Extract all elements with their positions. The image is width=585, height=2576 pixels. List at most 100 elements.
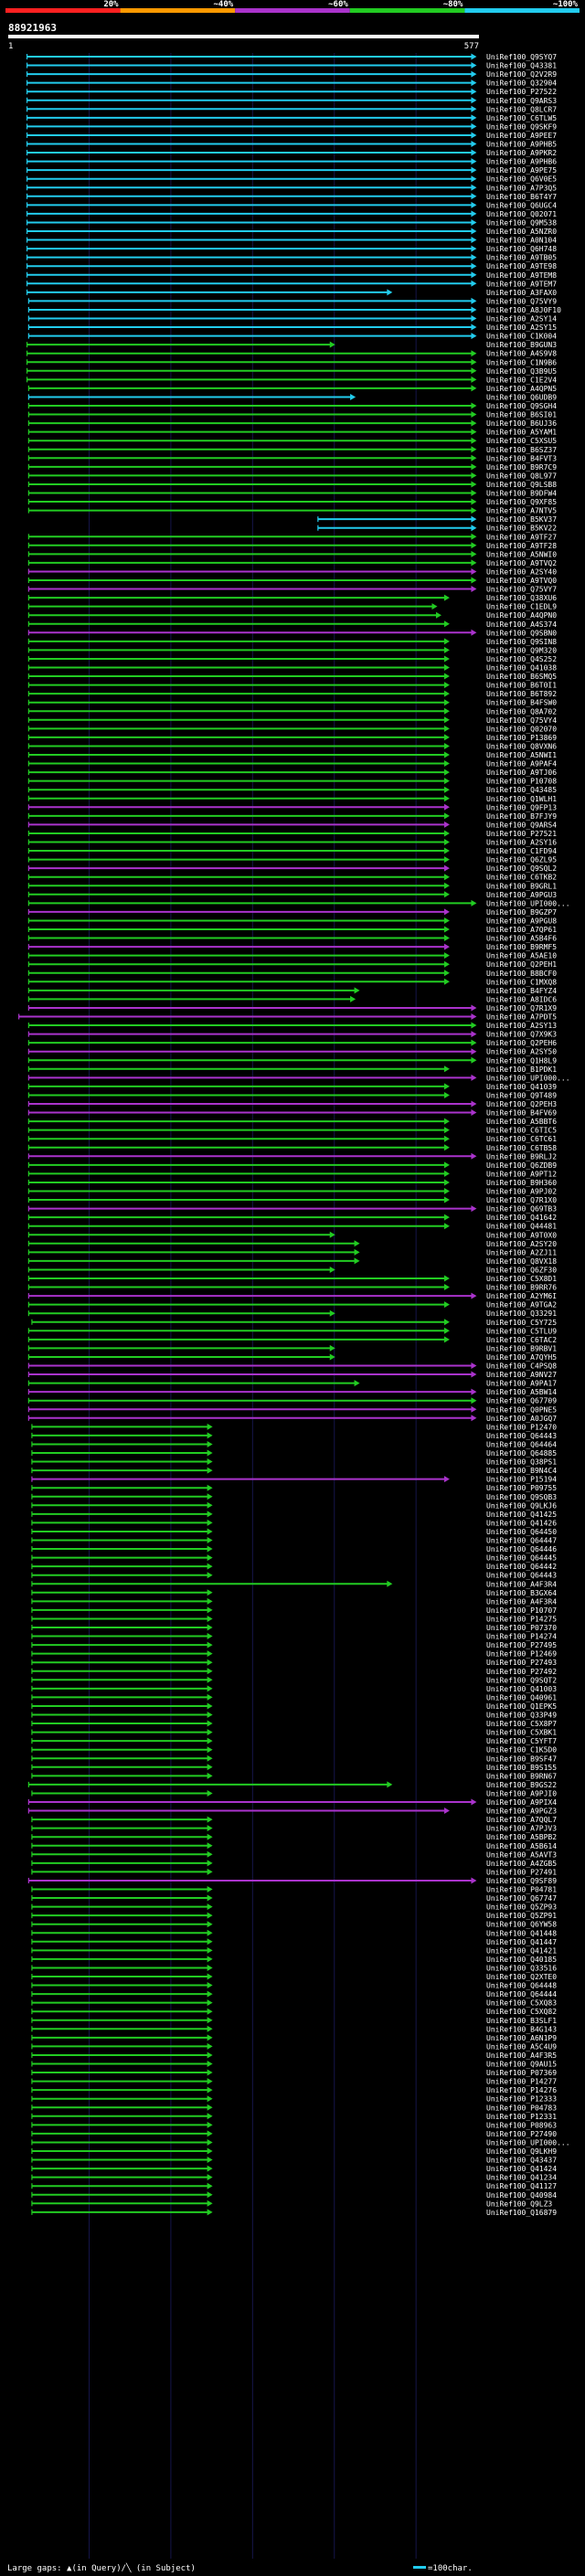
hit-label[interactable]: UniRef100_Q43485 [486,786,557,794]
hit-label[interactable]: UniRef100_C1K004 [486,333,557,341]
hit-label[interactable]: UniRef100_B6T0I1 [486,682,557,690]
hit-label[interactable]: UniRef100_A7PJV3 [486,1825,557,1833]
hit-label[interactable]: UniRef100_B6SI01 [486,411,557,419]
hit-label[interactable]: UniRef100_A5BW14 [486,1388,557,1396]
hit-label[interactable]: UniRef100_B4FVT3 [486,454,557,462]
hit-label[interactable]: UniRef100_Q02071 [486,210,557,218]
hit-label[interactable]: UniRef100_P27490 [486,2130,557,2138]
hit-label[interactable]: UniRef100_P10708 [486,778,557,786]
hit-label[interactable]: UniRef100_P15194 [486,1476,557,1484]
hit-label[interactable]: UniRef100_Q64447 [486,1537,557,1545]
hit-label[interactable]: UniRef100_C1E2V4 [486,376,557,384]
hit-label[interactable]: UniRef100_A5B614 [486,1842,557,1850]
hit-label[interactable]: UniRef100_A2SY20 [486,1240,557,1248]
hit-label[interactable]: UniRef100_A5BPB2 [486,1833,557,1841]
hit-label[interactable]: UniRef100_A9PGU3 [486,891,557,899]
hit-label[interactable]: UniRef100_Q3B9U5 [486,367,557,376]
hit-label[interactable]: UniRef100_P09755 [486,1484,557,1492]
hit-label[interactable]: UniRef100_Q16879 [486,2209,557,2217]
hit-label[interactable]: UniRef100_A5NWI0 [486,550,557,558]
hit-label[interactable]: UniRef100_Q41425 [486,1511,557,1519]
hit-label[interactable]: UniRef100_C4PSQ8 [486,1362,557,1371]
hit-label[interactable]: UniRef100_Q75VY4 [486,716,557,725]
hit-label[interactable]: UniRef100_B6T4Y7 [486,193,557,201]
hit-label[interactable]: UniRef100_Q38PS1 [486,1458,557,1467]
hit-label[interactable]: UniRef100_Q9SQT2 [486,1676,557,1684]
hit-label[interactable]: UniRef100_Q9SYQ7 [486,53,557,61]
hit-label[interactable]: UniRef100_A2SY14 [486,315,557,323]
hit-label[interactable]: UniRef100_C5YFT7 [486,1737,557,1745]
hit-label[interactable]: UniRef100_C5Y725 [486,1319,557,1327]
hit-label[interactable]: UniRef100_A9TEM7 [486,280,557,288]
hit-label[interactable]: UniRef100_A9NV27 [486,1371,557,1379]
hit-label[interactable]: UniRef100_A5AE10 [486,952,557,960]
hit-label[interactable]: UniRef100_P04781 [486,1886,557,1894]
hit-label[interactable]: UniRef100_Q9SF89 [486,1877,557,1885]
hit-label[interactable]: UniRef100_P13869 [486,734,557,742]
hit-label[interactable]: UniRef100_C1K5D0 [486,1746,557,1754]
hit-label[interactable]: UniRef100_Q64445 [486,1554,557,1563]
hit-label[interactable]: UniRef100_A9PA17 [486,1380,557,1388]
hit-label[interactable]: UniRef100_A2YM6I [486,1292,557,1300]
hit-label[interactable]: UniRef100_C1FD94 [486,847,557,855]
hit-label[interactable]: UniRef100_Q33P49 [486,1712,557,1720]
hit-label[interactable]: UniRef100_A9TE98 [486,262,557,270]
hit-label[interactable]: UniRef100_Q64448 [486,1982,557,1990]
hit-label[interactable]: UniRef100_A7QQL7 [486,1816,557,1824]
hit-label[interactable]: UniRef100_C1EDL9 [486,603,557,611]
hit-label[interactable]: UniRef100_Q6H748 [486,245,557,253]
hit-label[interactable]: UniRef100_Q2PEH6 [486,1039,557,1047]
hit-label[interactable]: UniRef100_P14275 [486,1615,557,1623]
hit-label[interactable]: UniRef100_Q43381 [486,62,557,70]
hit-label[interactable]: UniRef100_A4QPN5 [486,385,557,393]
hit-label[interactable]: UniRef100_A4ZGB5 [486,1860,557,1868]
hit-label[interactable]: UniRef100_Q6UDB9 [486,393,557,401]
hit-label[interactable]: UniRef100_A7NTV5 [486,507,557,515]
hit-label[interactable]: UniRef100_C5X8D1 [486,1275,557,1283]
hit-label[interactable]: UniRef100_A4F3R4 [486,1580,557,1588]
hit-label[interactable]: UniRef100_Q41448 [486,1929,557,1937]
hit-label[interactable]: UniRef100_Q75VY7 [486,586,557,594]
hit-label[interactable]: UniRef100_A4QPN0 [486,611,557,620]
hit-label[interactable]: UniRef100_C6TAC2 [486,1336,557,1344]
hit-label[interactable]: UniRef100_P10707 [486,1606,557,1615]
hit-label[interactable]: UniRef100_P27491 [486,1868,557,1876]
hit-label[interactable]: UniRef100_A0N104 [486,237,557,245]
hit-label[interactable]: UniRef100_A0JGQ7 [486,1415,557,1423]
hit-label[interactable]: UniRef100_A9PHB5 [486,141,557,149]
hit-label[interactable]: UniRef100_C6TB58 [486,1144,557,1152]
hit-label[interactable]: UniRef100_Q7X9K3 [486,1031,557,1039]
hit-label[interactable]: UniRef100_C6TLW5 [486,114,557,122]
hit-label[interactable]: UniRef100_C5XBK1 [486,1729,557,1737]
hit-label[interactable]: UniRef100_P27522 [486,88,557,96]
hit-label[interactable]: UniRef100_A2SY13 [486,1022,557,1030]
hit-label[interactable]: UniRef100_B7FJY9 [486,812,557,821]
hit-label[interactable]: UniRef100_C5XSU5 [486,437,557,445]
hit-label[interactable]: UniRef100_A7QP61 [486,926,557,934]
hit-label[interactable]: UniRef100_Q40961 [486,1693,557,1701]
hit-label[interactable]: UniRef100_Q9LSB8 [486,481,557,489]
hit-label[interactable]: UniRef100_Q9SQL2 [486,864,557,873]
hit-label[interactable]: UniRef100_A9PKR2 [486,149,557,157]
hit-label[interactable]: UniRef100_Q40185 [486,1956,557,1964]
hit-label[interactable]: UniRef100_Q1EPK5 [486,1702,557,1711]
hit-label[interactable]: UniRef100_P08963 [486,2121,557,2129]
hit-label[interactable]: UniRef100_B9RMF5 [486,943,557,951]
hit-label[interactable]: UniRef100_C1MXQ8 [486,978,557,986]
hit-label[interactable]: UniRef100_C5XQ83 [486,1999,557,2008]
hit-label[interactable]: UniRef100_Q9LZ3 [486,2200,552,2208]
hit-label[interactable]: UniRef100_Q7R1X0 [486,1196,557,1204]
hit-label[interactable]: UniRef100_A9TGA2 [486,1301,557,1309]
hit-label[interactable]: UniRef100_Q9SGH4 [486,402,557,410]
hit-label[interactable]: UniRef100_P14274 [486,1633,557,1641]
hit-label[interactable]: UniRef100_Q67747 [486,1894,557,1903]
hit-label[interactable]: UniRef100_B5KV22 [486,525,557,533]
hit-label[interactable]: UniRef100_C1N9B6 [486,358,557,366]
hit-label[interactable]: UniRef100_Q6ZF30 [486,1266,557,1274]
hit-label[interactable]: UniRef100_B9N4C4 [486,1467,557,1475]
hit-label[interactable]: UniRef100_Q2PEH1 [486,960,557,969]
hit-label[interactable]: UniRef100_A9TB05 [486,254,557,262]
hit-label[interactable]: UniRef100_Q6YW58 [486,1921,557,1929]
hit-label[interactable]: UniRef100_A5B4F6 [486,935,557,943]
hit-label[interactable]: UniRef100_Q8L977 [486,472,557,480]
